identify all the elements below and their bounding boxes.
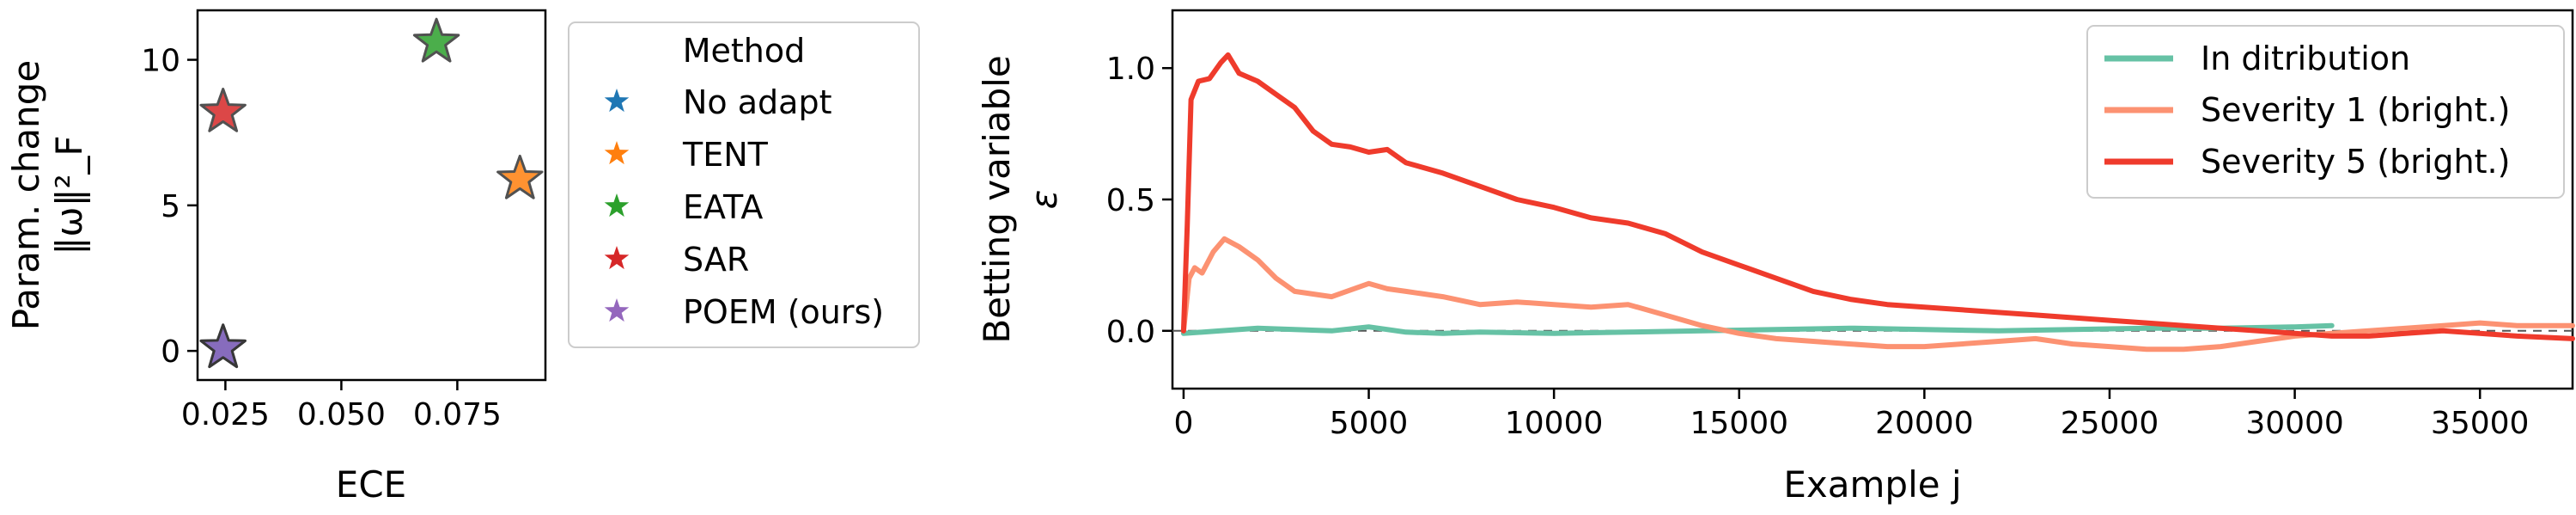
legend-method-label: TENT [682,136,769,174]
line-x-tick-label: 5000 [1330,406,1409,441]
line-x-ticks: 0 5000 10000 15000 20000 25000 30000 35000 [1173,389,2529,441]
scatter-y-ticks: 0 5 10 [141,44,198,370]
scatter-y-tick-label: 5 [161,189,180,224]
line-legend-label: In ditribution [2201,40,2410,77]
line-x-tick-label: 30000 [2245,406,2344,441]
method-legend: Method No adapt TENT EATA SAR POEM (ours) [568,21,920,348]
legend-star-marker [604,246,630,270]
scatter-axes-frame [196,9,547,382]
line-series-path [1180,52,2575,341]
line-x-tick-label: 10000 [1505,406,1604,441]
scatter-x-tick-label: 0.075 [413,397,502,432]
legend-star-marker [604,193,630,218]
scatter-panel: 0 5 10 0.025 0.050 0.075 ECE Param. change ‖… [5,9,547,506]
scatter-y-tick-label: 0 [161,334,180,370]
line-y-tick-label: 1.0 [1106,52,1155,87]
line-series-path [1180,322,2335,336]
method-legend-items: No adapt TENT EATA SAR POEM (ours) [604,83,884,331]
legend-star-marker [604,89,630,113]
scatter-x-axis-label: ECE [336,463,406,506]
scatter-x-tick-label: 0.050 [297,397,386,432]
scatter-point-star [412,17,460,63]
legend-method-label: POEM (ours) [683,293,884,331]
scatter-y-axis-label-norm: ‖ω‖²_F [48,135,90,254]
scatter-point-star [496,154,544,199]
legend-method-label: EATA [683,188,763,226]
scatter-x-ticks: 0.025 0.050 0.075 [181,380,502,432]
line-y-tick-label: 0.0 [1106,315,1155,350]
line-series-path [1180,236,2575,353]
line-x-tick-label: 25000 [2061,406,2159,441]
line-y-ticks: 0.0 0.5 1.0 [1106,52,1172,350]
scatter-point-star [199,88,247,132]
legend-method-label: SAR [683,241,749,279]
line-x-tick-label: 0 [1173,406,1193,441]
line-legend-frame [2086,25,2565,199]
line-x-axis-label: Example j [1783,463,1961,506]
method-legend-title: Method [683,32,806,70]
line-legend-items: In ditribution Severity 1 (bright.) Severi… [2104,40,2510,181]
scatter-y-axis-label: Param. change [5,60,47,330]
line-y-tick-label: 0.5 [1106,183,1155,218]
legend-method-label: No adapt [683,83,831,121]
line-x-tick-label: 20000 [1875,406,1974,441]
scatter-x-tick-label: 0.025 [181,397,270,432]
legend-star-marker [604,141,630,165]
scatter-points [199,17,544,369]
line-series [1180,52,2575,353]
line-x-tick-label: 35000 [2431,406,2530,441]
legend-star-marker [604,298,630,322]
line-legend-label: Severity 5 (bright.) [2201,143,2510,181]
scatter-y-tick-label: 10 [141,44,180,79]
method-legend-frame [568,21,920,348]
line-y-axis-label: Betting variable [976,55,1018,343]
scatter-point-star [199,323,247,369]
line-x-tick-label: 15000 [1690,406,1788,441]
line-legend: In ditribution Severity 1 (bright.) Severi… [2086,25,2565,199]
line-panel: 0.0 0.5 1.0 0 5000 10000 15000 20000 25000 30000… [976,9,2575,506]
line-y-axis-label-symbol: ε [1023,190,1065,210]
line-legend-label: Severity 1 (bright.) [2201,91,2510,129]
